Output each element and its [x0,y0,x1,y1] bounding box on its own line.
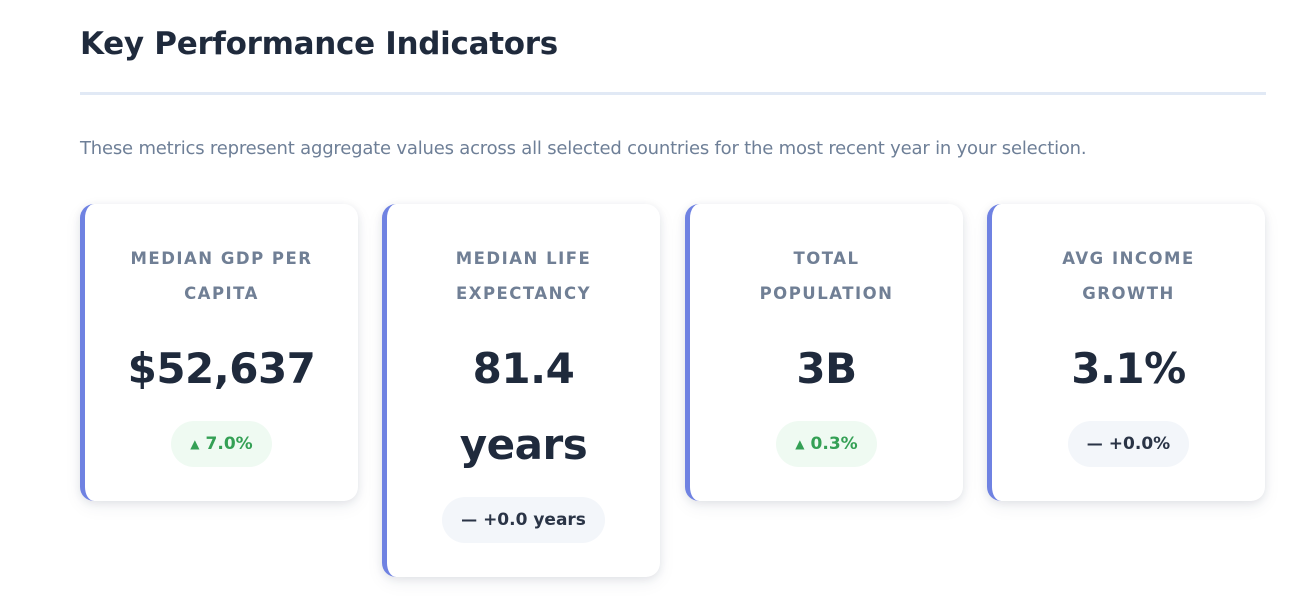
delta-badge: — +0.0% [1067,421,1190,467]
section-title: Key Performance Indicators [80,26,558,62]
dash-icon: — [461,510,478,529]
kpi-card-avg-income-growth: AVG INCOME GROWTH 3.1% — +0.0% [987,204,1265,501]
kpi-value: 81.4 years [459,344,588,469]
kpi-value: $52,637 [127,344,316,393]
arrow-up-icon: ▲ [795,437,805,451]
dash-icon: — [1086,434,1103,453]
delta-badge: — +0.0 years [442,497,605,543]
kpi-card-total-population: TOTAL POPULATION 3B ▲ 0.3% [685,204,963,501]
delta-badge: ▲ 7.0% [171,421,272,467]
kpi-card-gdp-per-capita: MEDIAN GDP PER CAPITA $52,637 ▲ 7.0% [80,204,358,501]
arrow-up-icon: ▲ [190,437,200,451]
title-divider [80,92,1266,95]
delta-value: +0.0 years [483,510,586,530]
kpi-value: 3.1% [1071,344,1186,393]
kpi-card-life-expectancy: MEDIAN LIFE EXPECTANCY 81.4 years — +0.0… [382,204,660,577]
section-description: These metrics represent aggregate values… [80,138,1087,159]
kpi-label: MEDIAN LIFE EXPECTANCY [455,249,592,303]
kpi-label: MEDIAN GDP PER CAPITA [130,249,313,303]
delta-value: +0.0% [1108,434,1171,454]
kpi-label: TOTAL POPULATION [759,249,894,303]
delta-value: 0.3% [810,434,858,454]
kpi-value: 3B [796,344,857,393]
delta-value: 7.0% [205,434,253,454]
delta-badge: ▲ 0.3% [776,421,877,467]
kpi-label: AVG INCOME GROWTH [1062,249,1195,303]
